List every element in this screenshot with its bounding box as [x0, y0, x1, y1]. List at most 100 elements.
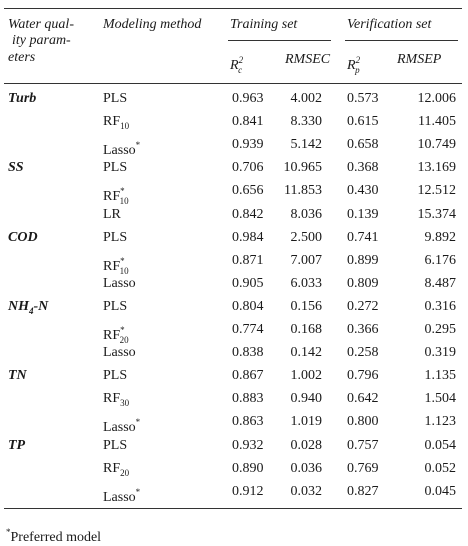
value: 0.863 — [232, 414, 264, 430]
text-run: RF — [103, 189, 121, 205]
text-run: TP — [8, 437, 26, 453]
rule — [345, 40, 458, 41]
text-run: RF — [103, 391, 121, 407]
value: 0.036 — [290, 460, 323, 476]
text-run: * — [120, 325, 125, 335]
text-run: c — [238, 65, 243, 75]
value: 6.033 — [290, 275, 323, 291]
method: PLS — [103, 368, 127, 384]
value: 0.883 — [232, 391, 264, 407]
header-cell: Verification set — [347, 17, 432, 32]
value: 2.500 — [290, 229, 323, 245]
method: Lasso* — [103, 484, 140, 506]
parameter: COD — [8, 230, 38, 246]
method: RF*10 — [103, 253, 129, 279]
method: PLS — [103, 160, 127, 176]
value: 0.045 — [424, 483, 457, 499]
value: 0.757 — [347, 437, 379, 453]
text-run: 10 — [119, 265, 129, 276]
value: 0.796 — [347, 368, 379, 384]
value: 0.295 — [424, 322, 457, 337]
value: 0.142 — [290, 345, 323, 361]
value: 0.156 — [290, 298, 323, 314]
method: RF*10 — [103, 183, 129, 209]
text-run: 10 — [120, 121, 130, 132]
text-run: Lasso — [103, 275, 136, 291]
value: 0.658 — [347, 137, 379, 153]
text-run: SS — [8, 160, 24, 176]
method: RF30 — [103, 391, 129, 411]
parameter: SS — [8, 160, 24, 176]
value: 0.769 — [347, 460, 379, 476]
value: 0.841 — [232, 114, 264, 130]
method: Lasso* — [103, 137, 140, 159]
method: Lasso — [103, 345, 136, 361]
header-cell: R2p — [347, 52, 360, 78]
value: 12.512 — [417, 183, 457, 199]
text-run: Preferred model — [10, 530, 102, 545]
value: 0.890 — [232, 460, 264, 476]
header-cell: RMSEC — [285, 52, 331, 67]
parameter: NH4-N — [8, 299, 48, 319]
method: RF*20 — [103, 322, 129, 348]
value: 0.366 — [347, 322, 379, 337]
text-run: RF — [103, 328, 121, 343]
method: RF10 — [103, 114, 129, 134]
value: 0.804 — [232, 298, 264, 314]
text-run: PLS — [103, 91, 128, 106]
value: 1.002 — [290, 368, 323, 384]
value: 0.258 — [347, 345, 379, 361]
text-run: 10 — [119, 196, 129, 207]
value: 13.169 — [417, 160, 457, 176]
value: 6.176 — [424, 252, 457, 268]
text-run: R — [347, 58, 356, 73]
value: 0.316 — [424, 298, 457, 314]
header-cell: Modeling method — [103, 17, 202, 32]
text-run: * — [120, 255, 125, 266]
value: 0.741 — [347, 229, 379, 245]
value: 0.573 — [347, 91, 379, 106]
value: 4.002 — [290, 91, 323, 106]
text-run: COD — [8, 229, 38, 245]
value: 0.932 — [232, 437, 264, 453]
method: PLS — [103, 91, 127, 107]
value: 0.028 — [290, 437, 323, 453]
text-run: Turb — [8, 91, 37, 106]
text-run: 4 — [29, 305, 34, 316]
value: 0.054 — [424, 437, 457, 453]
value: 1.135 — [424, 368, 457, 384]
text-run: PLS — [103, 298, 128, 314]
parameter: TN — [8, 368, 27, 384]
text-run: Lasso — [103, 143, 136, 159]
value: 1.019 — [290, 414, 323, 430]
value: 0.827 — [347, 483, 379, 499]
value: 0.615 — [347, 114, 379, 130]
header-cell: Training set — [230, 17, 298, 32]
text-run: p — [355, 65, 360, 75]
value: 10.965 — [283, 160, 323, 176]
value: 15.374 — [417, 206, 457, 222]
text-run: * — [135, 417, 141, 428]
text-run: 20 — [119, 335, 129, 345]
method: RF20 — [103, 461, 129, 481]
text-run: Lasso — [103, 345, 136, 361]
text-run: PLS — [103, 229, 128, 245]
value: 0.838 — [232, 345, 264, 361]
text-run: TN — [8, 368, 27, 384]
text-run: * — [6, 527, 11, 537]
footnote: *Preferred model — [6, 524, 101, 546]
text-run: PLS — [103, 160, 128, 176]
value: 0.642 — [347, 391, 379, 407]
value: 0.272 — [347, 298, 379, 314]
value: 0.939 — [232, 137, 264, 153]
rule — [4, 83, 462, 84]
value: 0.963 — [232, 91, 264, 106]
value: 0.032 — [290, 483, 323, 499]
value: 11.853 — [284, 183, 322, 199]
header-cell: R2c — [230, 52, 244, 78]
text-run: PLS — [103, 368, 128, 384]
value: 11.405 — [418, 114, 456, 130]
value: 0.899 — [347, 252, 379, 268]
header-cell: eters — [8, 50, 36, 65]
text-run: 2 — [238, 55, 244, 65]
